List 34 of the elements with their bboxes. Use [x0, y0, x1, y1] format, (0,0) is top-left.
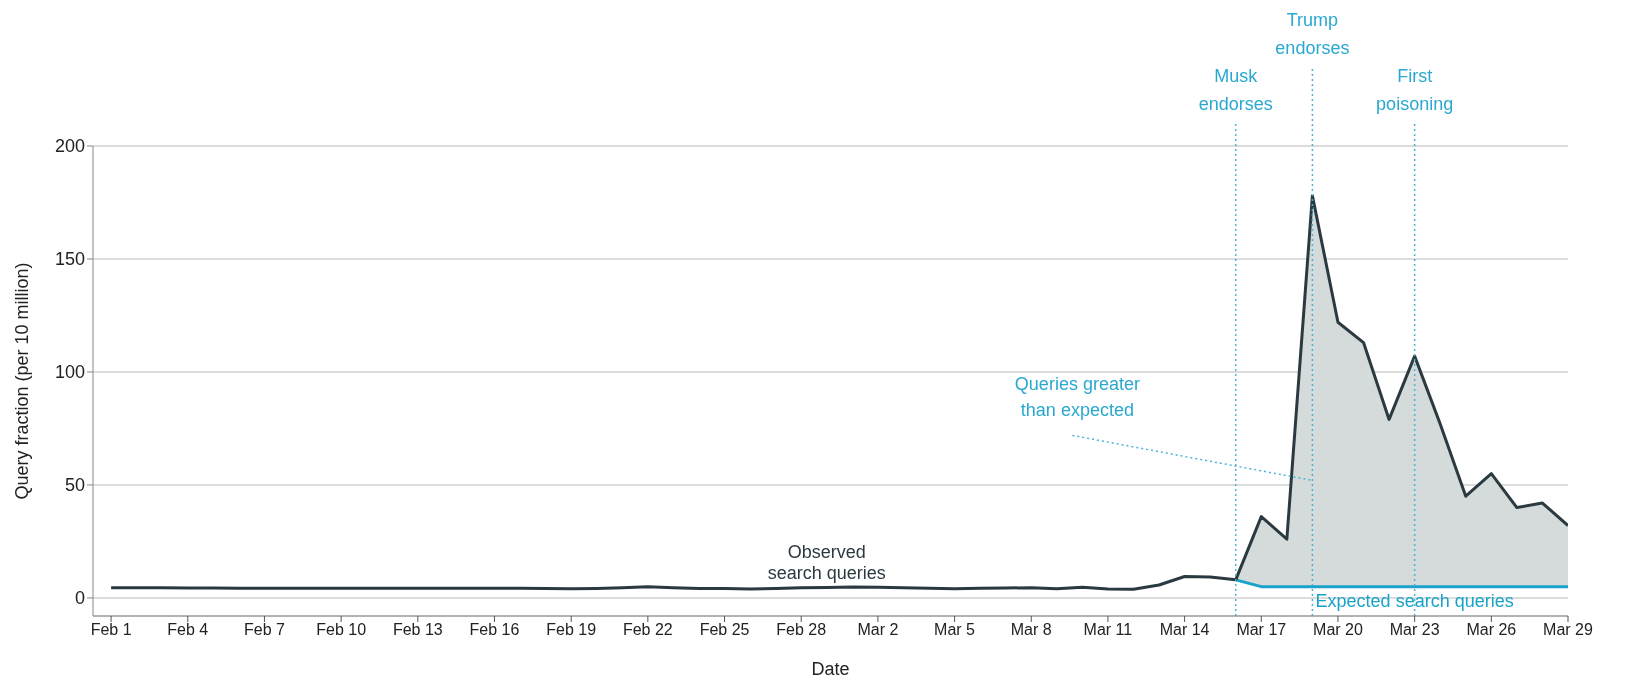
ref-line-label: Trump endorses: [1275, 10, 1350, 58]
x-tick-label: Mar 23: [1389, 621, 1440, 639]
x-tick-label: Mar 20: [1313, 621, 1363, 639]
series-label: Expected search queries: [1315, 590, 1514, 611]
annotation: Queries greater than expected: [1014, 374, 1140, 421]
x-tick-label: Feb 22: [622, 621, 673, 639]
x-tick-label: Mar 17: [1236, 621, 1287, 639]
x-tick-label: Feb 13: [392, 621, 443, 639]
x-tick-label: Feb 28: [776, 621, 827, 639]
y-tick-label: 150: [54, 249, 85, 270]
x-tick-label: Feb 16: [469, 621, 520, 639]
x-tick-label: Feb 19: [546, 621, 597, 639]
x-tick-label: Feb 4: [167, 621, 209, 639]
ref-line-label: First poisoning: [1376, 66, 1454, 114]
y-tick-label: 50: [64, 475, 85, 496]
x-tick-label: Mar 5: [934, 621, 976, 639]
x-axis-title: Date: [811, 659, 850, 679]
x-tick-label: Feb 1: [90, 621, 132, 639]
x-tick-label: Mar 26: [1466, 621, 1517, 639]
x-tick-label: Mar 11: [1083, 621, 1133, 639]
y-tick-label: 100: [54, 362, 85, 383]
series-label: Observed search queries: [767, 541, 886, 583]
y-tick-label: 200: [54, 136, 85, 157]
y-tick-label: 0: [74, 588, 85, 609]
line-series: [109, 194, 1568, 591]
x-tick-label: Mar 2: [857, 621, 899, 639]
y-axis-title: Query fraction (per 10 million): [12, 262, 33, 500]
x-tick-label: Mar 8: [1010, 621, 1052, 639]
x-tick-label: Feb 10: [316, 621, 367, 639]
ref-line-label: Musk endorses: [1198, 66, 1273, 114]
x-tick-label: Mar 14: [1159, 621, 1210, 639]
x-tick-label: Feb 25: [699, 621, 750, 639]
x-tick-label: Mar 29: [1543, 621, 1593, 639]
x-tick-label: Feb 7: [244, 621, 286, 639]
